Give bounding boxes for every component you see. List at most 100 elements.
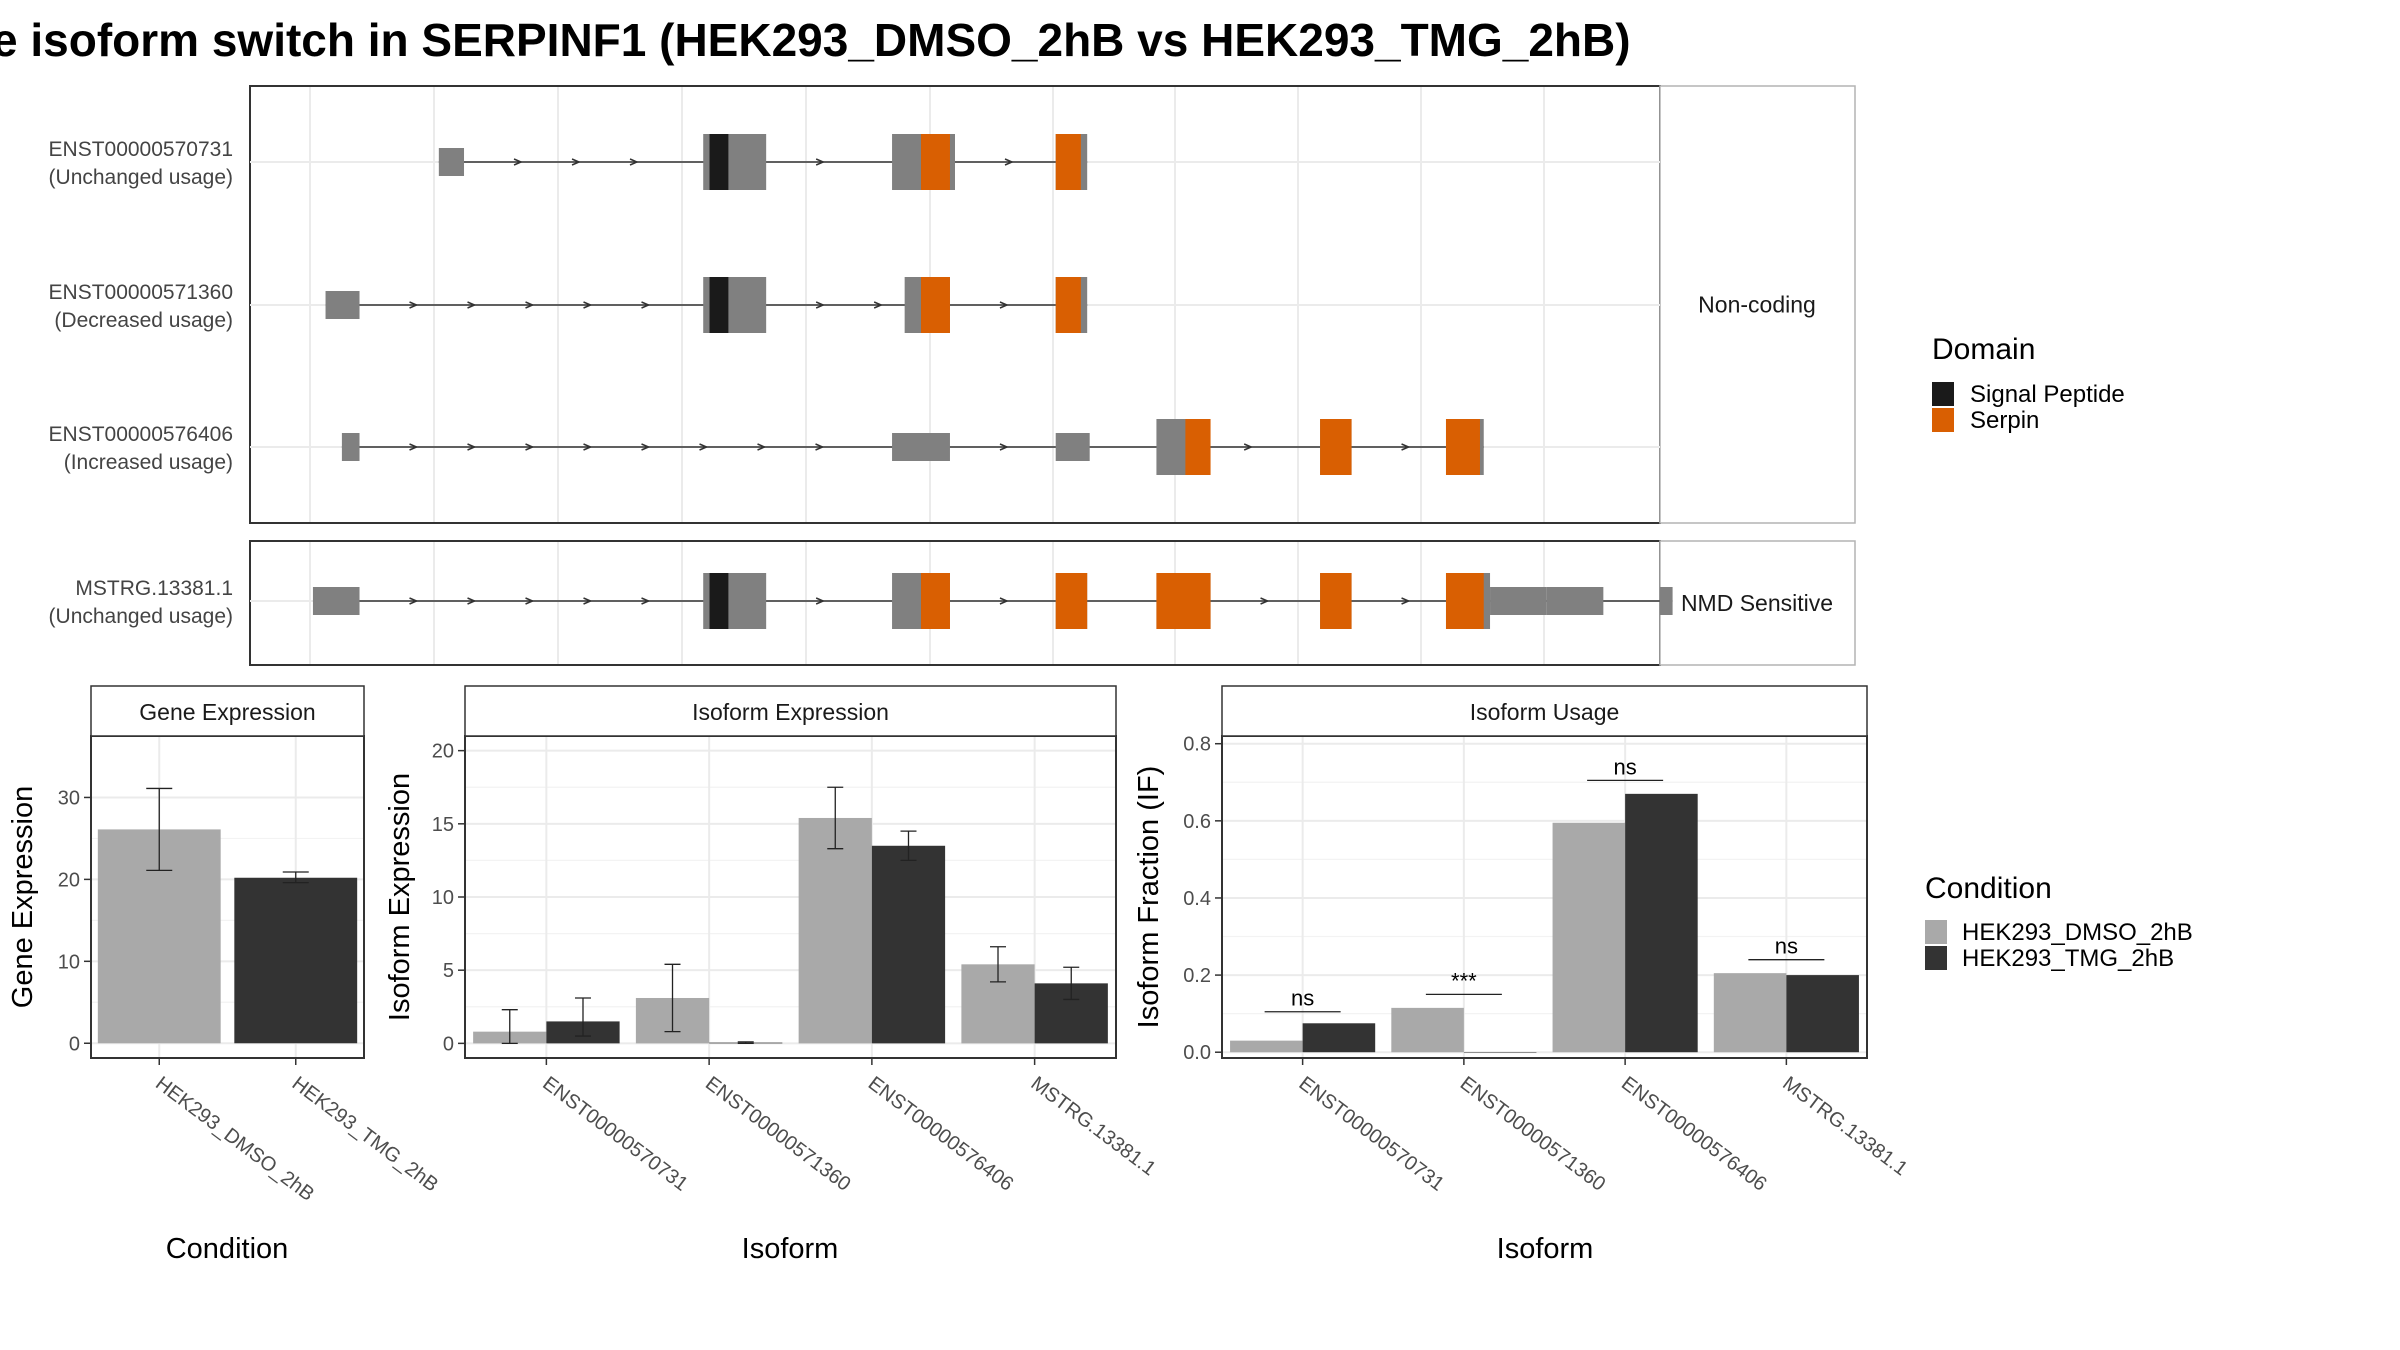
condition-legend-key [1925, 946, 1947, 970]
serpin-domain [1445, 573, 1484, 629]
x-tick-label: MSTRG.13381.1 [1778, 1072, 1911, 1180]
bar [1552, 822, 1626, 1053]
y-tick-label: 30 [58, 787, 80, 809]
intron-arrow [409, 597, 419, 605]
intron-arrow [467, 597, 477, 605]
x-tick-label: ENST00000571360 [1456, 1072, 1610, 1195]
y-tick-label: 10 [58, 951, 80, 973]
domain-legend-label: Signal Peptide [1970, 381, 2125, 408]
x-tick-label: MSTRG.13381.1 [1027, 1072, 1160, 1180]
exon-block [312, 587, 360, 615]
domain-legend-label: Serpin [1970, 407, 2039, 434]
intron-arrow [1401, 597, 1411, 605]
intron-arrow [1260, 597, 1270, 605]
y-tick-label: 20 [432, 741, 454, 763]
serpin-domain [1185, 419, 1211, 475]
panel-strip [1221, 685, 1868, 737]
exon-block [341, 433, 360, 461]
bar [1786, 975, 1859, 1053]
bar [798, 817, 872, 1044]
condition-legend-key [1925, 920, 1947, 944]
transcript-id-label: ENST00000576406 [49, 423, 233, 446]
transcript-row: ENST00000576406 (Increased usage) [49, 419, 1484, 475]
intron-arrow [641, 597, 651, 605]
serpin-domain [1055, 573, 1088, 629]
exon-block [325, 291, 360, 319]
bar [234, 877, 358, 1044]
x-tick-label: ENST00000570731 [1295, 1072, 1449, 1195]
bar [1625, 793, 1698, 1053]
intron-arrow [815, 301, 826, 309]
intron-arrow [525, 597, 535, 605]
intron-arrow [999, 443, 1009, 451]
serpin-domain [1320, 573, 1352, 629]
intron-arrow [571, 158, 581, 166]
y-tick-label: 0.0 [1183, 1042, 1211, 1064]
serpin-domain [1055, 277, 1081, 333]
transcript-usage-label: (Unchanged usage) [49, 605, 233, 628]
intron-arrow [525, 443, 535, 451]
panel-strip [90, 685, 365, 737]
intron-arrow [641, 301, 651, 309]
intron-arrow [815, 158, 826, 166]
bar-chart-panel: Isoform Expression 0 5 10 15 20 ENST0000057073… [384, 685, 1160, 1265]
transcript-row: MSTRG.13381.1 (Unchanged usage) [49, 573, 1673, 629]
panel-strip-label: Isoform Expression [692, 699, 889, 725]
intron-arrow [1401, 443, 1411, 451]
signal-peptide-domain [709, 134, 729, 190]
transcript-usage-label: (Increased usage) [64, 451, 233, 474]
transcript-id-label: MSTRG.13381.1 [75, 577, 233, 600]
intron-arrow [757, 443, 767, 451]
bar-chart-panel: ns *** ns ns Isoform Usage 0.0 0.2 0.4 0.6 0.8 ENS… [1133, 685, 1911, 1265]
intron-arrow [641, 443, 651, 451]
exon-block [1546, 587, 1604, 615]
y-tick-label: 0 [69, 1033, 80, 1055]
transcript-id-label: ENST00000571360 [49, 281, 233, 304]
panel-strip-label: Gene Expression [139, 699, 315, 725]
panel-strip-label: Isoform Usage [1470, 699, 1620, 725]
serpin-domain [1320, 419, 1352, 475]
exon-block [1490, 587, 1547, 615]
significance-label: ns [1614, 754, 1637, 779]
intron-arrow [999, 597, 1009, 605]
y-tick-label: 0.4 [1183, 888, 1211, 910]
condition-legend-label: HEK293_DMSO_2hB [1962, 919, 2193, 946]
y-tick-label: 15 [432, 814, 454, 836]
x-axis-title: Isoform [1497, 1233, 1594, 1265]
intron-arrow [1004, 158, 1014, 166]
bar [1391, 1007, 1464, 1053]
intron-arrow [409, 443, 419, 451]
intron-arrow [815, 443, 825, 451]
x-tick-label: ENST00000571360 [701, 1072, 855, 1195]
y-tick-label: 20 [58, 869, 80, 891]
y-tick-label: 0.8 [1183, 734, 1211, 756]
x-axis-title: Condition [166, 1233, 289, 1265]
exon-block [1660, 587, 1673, 615]
intron-arrow [1243, 443, 1254, 451]
exon-block [438, 148, 465, 176]
transcript-row: ENST00000571360 (Decreased usage) [49, 277, 1088, 333]
transcript-row: ENST00000570731 (Unchanged usage) [49, 134, 1088, 190]
intron-arrow [513, 158, 523, 166]
significance-label: ns [1291, 986, 1314, 1011]
plot-title: e isoform switch in SERPINF1 (HEK293_DMS… [0, 14, 1631, 66]
intron-arrow [873, 301, 884, 309]
x-tick-label: ENST00000576406 [1617, 1072, 1771, 1195]
intron-arrow [629, 158, 639, 166]
intron-arrow [583, 597, 593, 605]
x-tick-label: ENST00000570731 [538, 1072, 692, 1195]
bar [871, 845, 946, 1044]
y-axis-title: Gene Expression [7, 786, 39, 1008]
facet-strip-label: Non-coding [1698, 292, 1816, 318]
domain-legend-key [1932, 408, 1954, 432]
x-tick-label: ENST00000576406 [864, 1072, 1018, 1195]
condition-legend-label: HEK293_TMG_2hB [1962, 945, 2174, 972]
bar-chart-panel: Gene Expression0102030HEK293_DMSO_2hBHEK… [7, 685, 442, 1265]
signal-peptide-domain [709, 573, 729, 629]
intron-arrow [525, 301, 535, 309]
transcript-usage-label: (Decreased usage) [54, 309, 233, 332]
intron-arrow [409, 301, 419, 309]
intron-arrow [583, 301, 593, 309]
serpin-domain [921, 134, 950, 190]
